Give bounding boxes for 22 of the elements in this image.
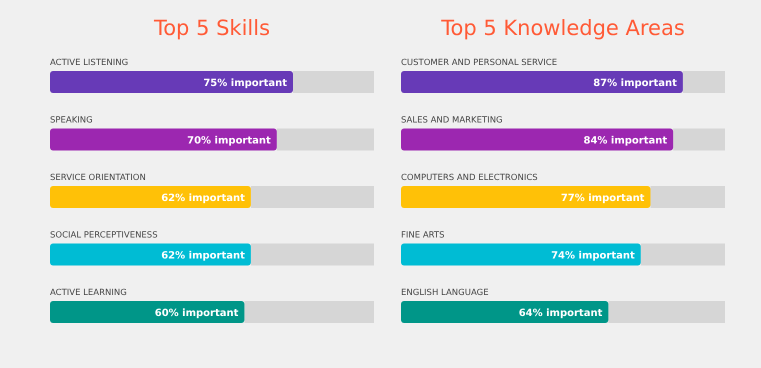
y-tick-label: SOCIAL PERCEPTIVENESS bbox=[50, 230, 158, 240]
y-tick-label: SALES AND MARKETING bbox=[401, 116, 503, 126]
data-label: 60% important bbox=[154, 308, 239, 319]
y-tick-label: SERVICE ORIENTATION bbox=[50, 173, 146, 183]
chart-title: Top 5 Knowledge Areas bbox=[440, 16, 685, 40]
data-label: 74% important bbox=[551, 250, 635, 262]
data-label: 84% important bbox=[584, 136, 668, 146]
data-label: 62% important bbox=[161, 193, 246, 204]
y-tick-label: SPEAKING bbox=[50, 116, 93, 126]
y-tick-label: ENGLISH LANGUAGE bbox=[401, 288, 489, 298]
data-label: 64% important bbox=[518, 308, 603, 319]
data-label: 62% important bbox=[161, 250, 246, 262]
data-label: 77% important bbox=[560, 193, 645, 204]
y-tick-label: COMPUTERS AND ELECTRONICS bbox=[401, 173, 538, 183]
chart-title: Top 5 Skills bbox=[152, 16, 270, 40]
data-label: 75% important bbox=[203, 78, 288, 89]
data-label: 87% important bbox=[593, 78, 678, 89]
y-tick-label: CUSTOMER AND PERSONAL SERVICE bbox=[401, 58, 558, 68]
y-tick-label: ACTIVE LISTENING bbox=[50, 58, 128, 68]
data-label: 70% important bbox=[187, 136, 272, 146]
y-tick-label: FINE ARTS bbox=[401, 230, 445, 240]
y-tick-label: ACTIVE LEARNING bbox=[50, 288, 127, 298]
